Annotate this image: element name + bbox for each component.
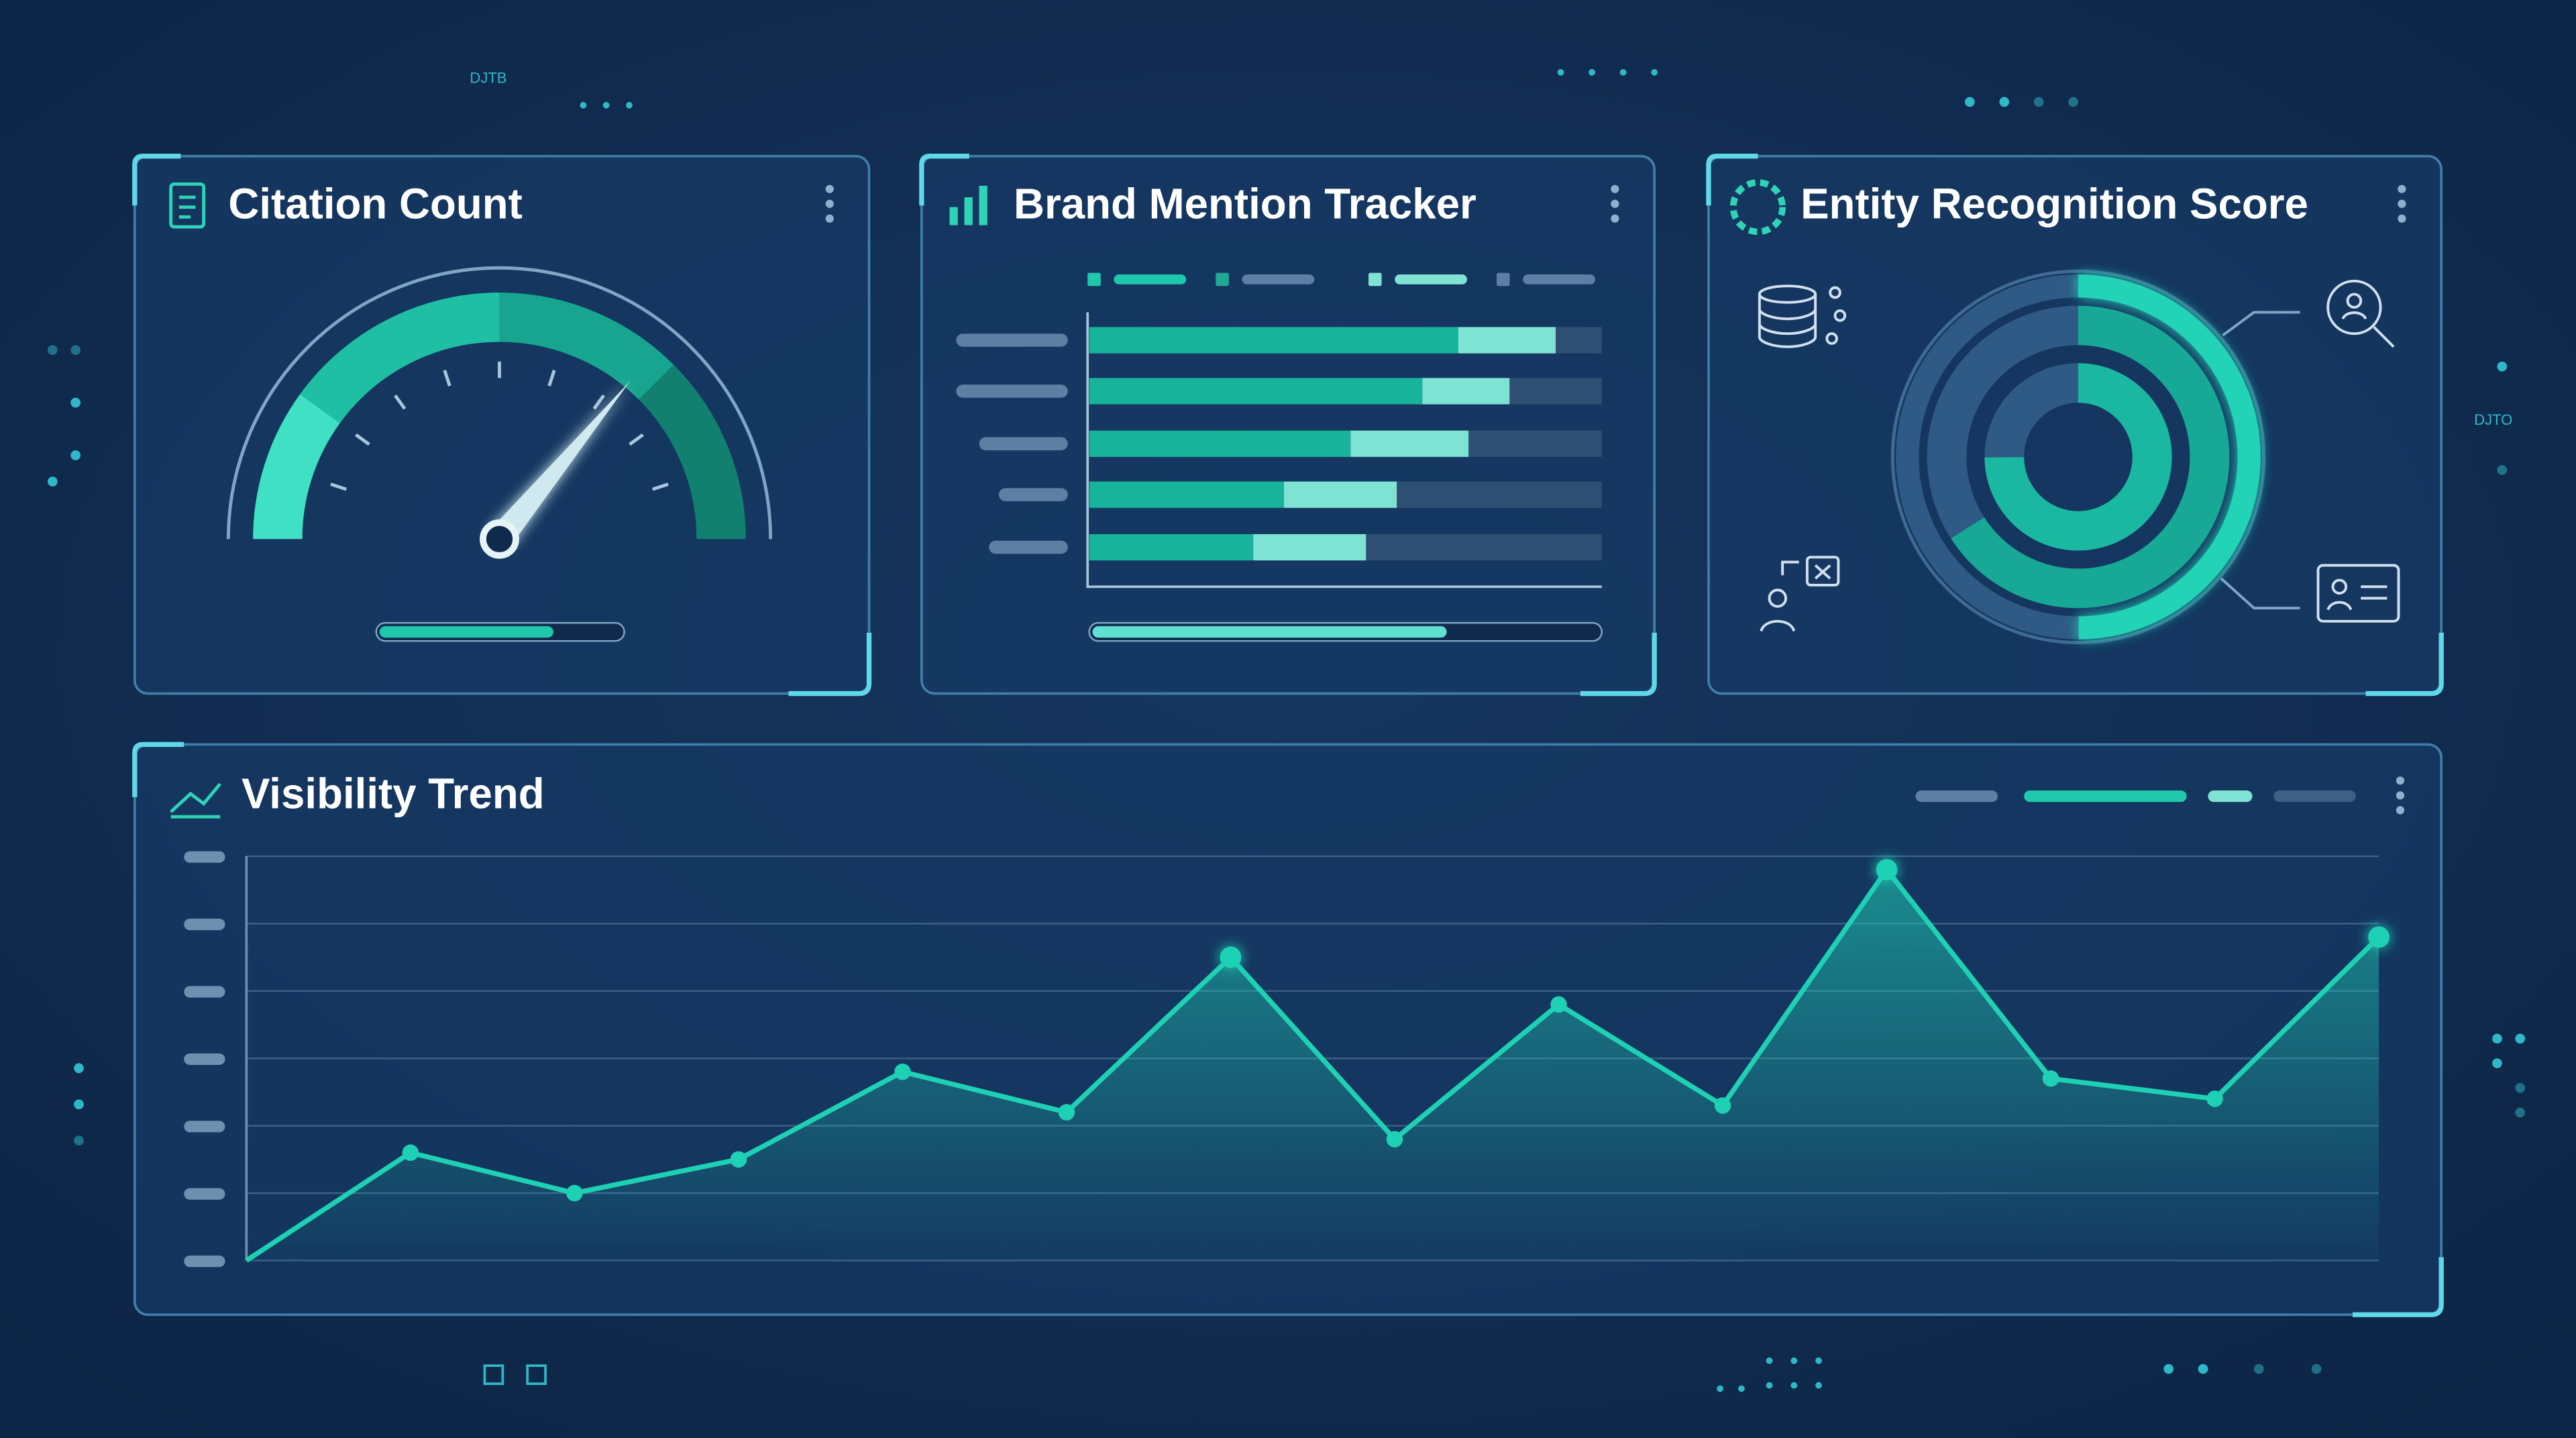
y-tick-placeholder xyxy=(184,919,225,931)
donut-outline xyxy=(1890,269,2266,645)
legend-placeholder xyxy=(1395,274,1467,285)
gauge-tick xyxy=(592,394,605,410)
legend-swatch xyxy=(1368,272,1382,287)
panel-title: Entity Recognition Score xyxy=(1801,180,2308,227)
data-point xyxy=(1714,1097,1731,1114)
bar xyxy=(1089,533,1254,561)
decor-dots xyxy=(48,68,2526,1392)
bar xyxy=(1089,481,1285,508)
gauge-segment xyxy=(253,394,341,540)
bar xyxy=(1422,378,1510,405)
gauge-tick xyxy=(547,370,556,387)
axis xyxy=(1086,312,1602,588)
progress-fill xyxy=(379,626,553,638)
legend-swatch xyxy=(1087,272,1101,287)
donut-ring xyxy=(1896,274,2261,639)
y-tick-placeholder xyxy=(184,1053,225,1066)
data-point xyxy=(2206,1090,2223,1107)
panel-title: Brand Mention Tracker xyxy=(1014,180,1477,227)
decor-icons xyxy=(483,1364,547,1385)
gauge-segment xyxy=(300,292,500,424)
y-tick-placeholder xyxy=(184,1188,225,1200)
data-point xyxy=(566,1184,583,1202)
gauge-tick xyxy=(443,370,451,387)
bar xyxy=(1350,430,1469,457)
bar xyxy=(1458,327,1556,354)
data-point xyxy=(1550,996,1567,1013)
decor-label: DJTB xyxy=(470,69,506,86)
row-label-placeholder xyxy=(998,488,1068,502)
bar xyxy=(1089,378,1423,405)
title-icons xyxy=(169,179,1786,819)
bar xyxy=(1089,327,1458,354)
line xyxy=(245,865,2381,1263)
data-point xyxy=(2042,1070,2059,1087)
panel-title: Citation Count xyxy=(228,180,522,227)
legend-placeholder xyxy=(1242,274,1315,285)
y-tick-placeholder xyxy=(184,1121,225,1133)
y-tick-placeholder xyxy=(184,1255,225,1268)
gauge-tick xyxy=(629,433,644,446)
legend-swatch xyxy=(1216,272,1229,287)
gauge-segment xyxy=(498,292,674,400)
data-point xyxy=(402,1144,419,1162)
row-label-placeholder xyxy=(989,540,1068,554)
row-label-placeholder xyxy=(956,384,1068,398)
bar xyxy=(1253,533,1366,561)
data-point xyxy=(2368,926,2390,948)
legend-placeholders xyxy=(1915,790,2356,803)
gauge-tick xyxy=(394,394,407,410)
bar xyxy=(1284,481,1397,508)
y-tick-placeholder xyxy=(184,986,225,998)
line-area xyxy=(246,870,2379,1261)
donut-ring xyxy=(1927,305,2230,609)
gauge-outline xyxy=(226,266,773,540)
gauge-hub xyxy=(480,519,519,559)
progress-fill xyxy=(1092,626,1447,638)
data-point xyxy=(1876,859,1898,880)
row-label-placeholder xyxy=(956,333,1068,347)
y-tick-placeholder xyxy=(184,851,225,863)
gauge-segment xyxy=(638,364,746,540)
legend-placeholder xyxy=(1114,274,1187,285)
legend-placeholder xyxy=(1523,274,1595,285)
panel-corners xyxy=(132,154,2444,1317)
row-label-placeholder xyxy=(979,437,1068,451)
decor-label: DJTO xyxy=(2474,411,2512,428)
bar xyxy=(1089,430,1351,457)
gauge-tick xyxy=(355,433,370,446)
entity-icons xyxy=(1758,279,2400,632)
legend-swatch xyxy=(1497,272,1510,287)
data-point xyxy=(1058,1104,1075,1121)
data-point xyxy=(730,1151,747,1168)
gauge-tick xyxy=(330,482,347,491)
data-point xyxy=(1386,1131,1403,1147)
gauge-tick xyxy=(651,482,669,491)
title-icons xyxy=(949,185,987,225)
donut-ring xyxy=(1984,363,2172,551)
panel-title: Visibility Trend xyxy=(241,770,545,818)
data-point xyxy=(894,1064,911,1080)
menu-dots[interactable] xyxy=(825,185,2406,815)
data-point xyxy=(1220,946,1242,968)
gauge-needle xyxy=(489,380,631,548)
